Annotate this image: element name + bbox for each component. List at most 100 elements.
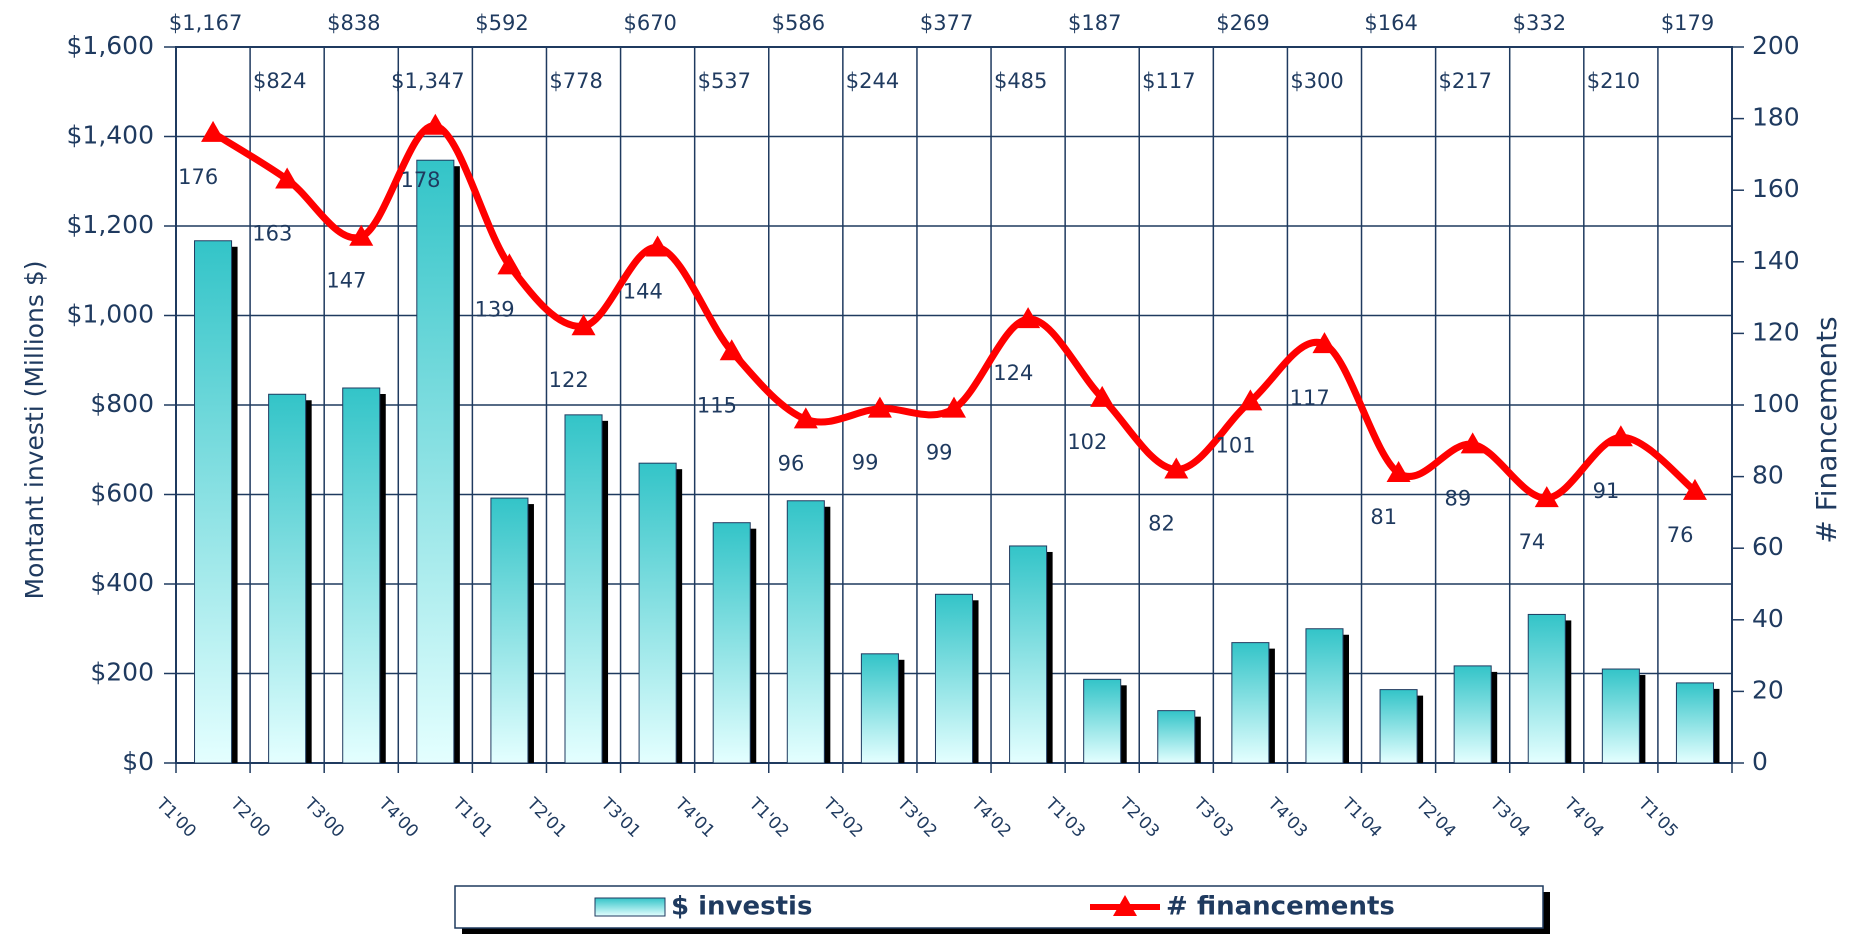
x-tick-label: T2'00 [226, 793, 274, 841]
line-marker [349, 224, 374, 246]
y-tick-label: $1,200 [67, 210, 154, 239]
x-tick-label: T3'01 [596, 793, 644, 841]
y2-tick-label: 180 [1752, 103, 1800, 132]
line-marker [423, 113, 448, 135]
x-tick-label: T3'02 [892, 793, 940, 841]
line-value-label: 178 [400, 168, 440, 192]
x-tick-label: T2'02 [818, 793, 866, 841]
line-marker [497, 253, 522, 275]
line-value-label: 101 [1216, 433, 1256, 457]
x-tick-label: T2'03 [1115, 793, 1163, 841]
y-tick-label: $1,600 [67, 31, 154, 60]
x-tick-label: T3'04 [1485, 793, 1533, 841]
bar [860, 653, 899, 764]
y2-tick-label: 80 [1752, 461, 1784, 490]
y-tick-label: $200 [90, 658, 154, 687]
bar [1379, 689, 1418, 764]
bar-value-label: $838 [327, 11, 380, 35]
bar [1009, 545, 1048, 764]
line-value-label: 176 [178, 165, 218, 189]
line-value-label: 81 [1370, 505, 1397, 529]
bar-value-label: $778 [549, 69, 602, 93]
legend-swatch [594, 897, 666, 917]
line-marker [1386, 461, 1411, 483]
line-value-label: 82 [1148, 511, 1175, 535]
line-marker [719, 339, 744, 361]
line-value-label: 99 [852, 451, 879, 475]
bar-value-label: $592 [475, 11, 528, 35]
bar-value-label: $300 [1290, 69, 1343, 93]
line-marker [201, 120, 226, 142]
bar-value-label: $117 [1142, 69, 1195, 93]
bar [638, 462, 677, 764]
legend-label: $ investis [671, 892, 812, 922]
bar [712, 522, 751, 764]
x-tick-label: T3'00 [300, 793, 348, 841]
line-value-label: 74 [1519, 530, 1546, 554]
bar [1083, 678, 1122, 764]
y2-tick-label: 160 [1752, 174, 1800, 203]
line-value-label: 91 [1593, 479, 1620, 503]
bar [490, 497, 529, 764]
y-tick-label: $1,400 [67, 121, 154, 150]
bar-value-label: $1,167 [169, 11, 242, 35]
bar-value-label: $164 [1364, 11, 1417, 35]
bar-value-label: $210 [1587, 69, 1640, 93]
line-marker [1460, 432, 1485, 454]
legend-label: # financements [1166, 892, 1395, 922]
bar-value-label: $269 [1216, 11, 1269, 35]
bar [1157, 710, 1196, 764]
bar [1601, 668, 1640, 764]
line-value-label: 139 [475, 297, 515, 321]
y-tick-label: $800 [90, 389, 154, 418]
bar [416, 159, 455, 764]
x-tick-label: T2'04 [1411, 793, 1459, 841]
line-value-label: 144 [623, 279, 663, 303]
y-tick-label: $0 [122, 747, 154, 776]
x-tick-label: T1'02 [744, 793, 792, 841]
x-tick-label: T4'04 [1559, 793, 1607, 841]
y-tick-label: $400 [90, 568, 154, 597]
bar [342, 387, 381, 764]
x-tick-label: T3'03 [1189, 793, 1237, 841]
y2-tick-label: 200 [1752, 31, 1800, 60]
line-marker [275, 167, 300, 189]
line-value-label: 147 [326, 269, 366, 293]
y2-tick-label: 100 [1752, 389, 1800, 418]
line-marker [1312, 332, 1337, 354]
x-tick-label: T1'01 [448, 793, 496, 841]
line-marker [942, 396, 966, 418]
bar [1453, 665, 1492, 764]
bar-value-label: $187 [1068, 11, 1121, 35]
x-tick-label: T1'00 [151, 793, 199, 841]
y2-axis-label: # Financements [1810, 316, 1843, 543]
line-value-label: 96 [778, 451, 805, 475]
legend-marker [1113, 895, 1137, 916]
x-tick-label: T1'04 [1337, 793, 1385, 841]
line-marker [867, 396, 892, 418]
line-marker [571, 314, 596, 336]
x-tick-label: T4'00 [374, 793, 422, 841]
y2-tick-label: 60 [1752, 532, 1784, 561]
line-marker [645, 235, 670, 257]
bar [1675, 682, 1714, 764]
line-value-label: 76 [1667, 523, 1694, 547]
x-tick-label: T2'01 [522, 793, 570, 841]
bar-value-label: $332 [1513, 11, 1566, 35]
bar-value-label: $670 [623, 11, 676, 35]
bar [1527, 613, 1566, 764]
y2-tick-label: 0 [1752, 747, 1768, 776]
bar-value-label: $244 [846, 69, 899, 93]
bar-value-label: $377 [920, 11, 973, 35]
bar [268, 393, 307, 764]
line-value-label: 115 [697, 393, 737, 417]
line-value-label: 122 [549, 368, 589, 392]
line-value-label: 89 [1444, 486, 1471, 510]
bar [786, 500, 825, 764]
y2-tick-label: 140 [1752, 246, 1800, 275]
line-marker [1682, 478, 1707, 500]
bar-value-label: $586 [772, 11, 825, 35]
bar [1231, 642, 1270, 764]
line-marker [1238, 389, 1263, 411]
